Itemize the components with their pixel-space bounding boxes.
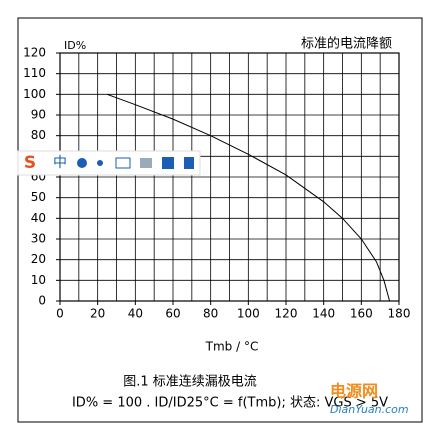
frame bbox=[17, 17, 423, 423]
ime-icon[interactable] bbox=[77, 158, 87, 168]
ime-icon[interactable] bbox=[115, 157, 131, 169]
x-tick-label: 100 bbox=[237, 307, 260, 321]
y-tick-label: 20 bbox=[31, 252, 46, 266]
line bbox=[106, 93, 391, 302]
x-tick-label: 140 bbox=[312, 307, 335, 321]
caption: 图.1 标准连续漏极电流 bbox=[123, 374, 257, 390]
y-tick-label: 0 bbox=[38, 294, 46, 308]
ime-logo: S bbox=[24, 153, 36, 173]
y-tick-label: 10 bbox=[31, 273, 46, 287]
formula: ID% = 100 . ID/ID25°C = f(Tmb); 状态: VGS … bbox=[72, 396, 388, 411]
x-tick-label: 0 bbox=[56, 307, 64, 321]
ime-icon[interactable] bbox=[184, 157, 194, 169]
y-tick-label: 30 bbox=[31, 232, 46, 246]
x-tick-label: 20 bbox=[90, 307, 105, 321]
ime-icon[interactable] bbox=[97, 160, 103, 166]
x-tick-label: 60 bbox=[165, 307, 180, 321]
x-tick-label: 80 bbox=[203, 307, 218, 321]
x-tick-label: 180 bbox=[388, 307, 411, 321]
ime-icon[interactable] bbox=[162, 157, 174, 169]
y-tick-label: 100 bbox=[23, 87, 46, 101]
y-tick-label: 40 bbox=[31, 211, 46, 225]
ime-icon[interactable] bbox=[140, 158, 152, 168]
x-tick-label: 40 bbox=[128, 307, 143, 321]
x-tick-label: 120 bbox=[275, 307, 298, 321]
x-axis-label: Tmb / °C bbox=[205, 340, 259, 354]
watermark-text: 电源网 bbox=[330, 382, 378, 401]
ime-mode[interactable]: 中 bbox=[53, 155, 67, 171]
y-tick-label: 90 bbox=[31, 108, 46, 122]
y-tick-label: 80 bbox=[31, 128, 46, 142]
chart-title: 标准的电流降额 bbox=[301, 36, 392, 52]
y-tick-label: 50 bbox=[31, 190, 46, 204]
watermark-url: DianYuan.com bbox=[330, 403, 409, 416]
ime-toolbar[interactable]: S 中 bbox=[17, 150, 201, 176]
y-axis-label: ID% bbox=[64, 39, 86, 52]
y-tick-label: 120 bbox=[23, 46, 46, 60]
y-tick-label: 110 bbox=[23, 66, 46, 80]
x-tick-label: 160 bbox=[350, 307, 373, 321]
